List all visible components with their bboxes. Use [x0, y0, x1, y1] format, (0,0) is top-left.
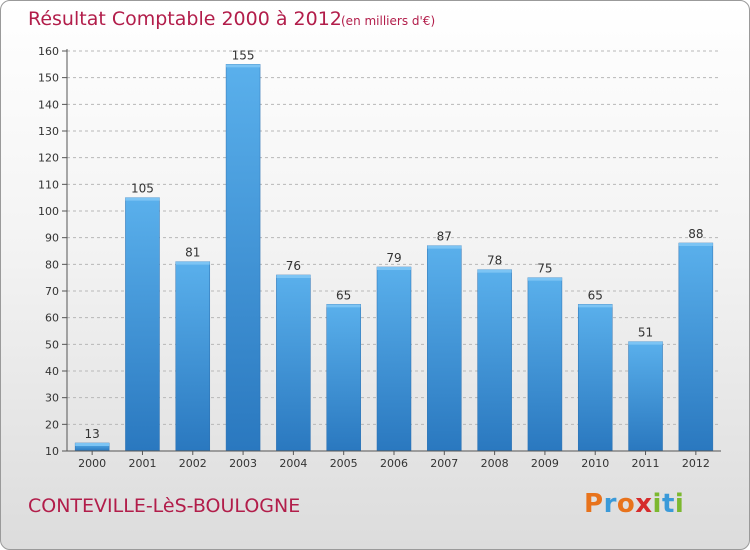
bar-2010: [577, 304, 613, 452]
bar-2003: [225, 64, 261, 452]
value-label-2009: 75: [537, 262, 552, 276]
value-label-2012: 88: [688, 227, 703, 241]
y-tick-label: 140: [38, 98, 59, 111]
bar-2008: [477, 269, 512, 452]
bar-2001: [125, 197, 160, 452]
bar-highlight: [276, 275, 311, 278]
value-label-2003: 155: [232, 48, 255, 62]
y-tick-label: 10: [45, 445, 59, 458]
y-tick-label: 50: [45, 338, 59, 351]
y-tick-label: 70: [45, 285, 59, 298]
y-tick-label: 90: [45, 232, 59, 245]
bar-2004: [276, 274, 311, 452]
bar-highlight: [527, 277, 562, 281]
x-tick-label-2009: 2009: [531, 457, 559, 470]
chart-subtitle: (en milliers d'€): [341, 14, 436, 28]
bar-2012: [678, 242, 714, 452]
x-tick-label-2010: 2010: [581, 457, 609, 470]
y-tick-label: 150: [38, 72, 59, 85]
logo-letter: P: [584, 489, 604, 519]
x-tick-label-2006: 2006: [380, 457, 408, 470]
bar-highlight: [326, 304, 361, 308]
value-label-2001: 105: [131, 182, 154, 196]
bar-highlight: [175, 261, 210, 265]
y-tick-label: 60: [45, 312, 59, 325]
bar-highlight: [226, 64, 261, 68]
value-label-2005: 65: [336, 288, 351, 302]
bar-2009: [527, 277, 563, 452]
y-tick-label: 160: [38, 45, 59, 58]
x-tick-label-2012: 2012: [682, 457, 710, 470]
town-name: CONTEVILLE-LèS-BOULOGNE: [28, 495, 301, 517]
x-tick-label-2002: 2002: [179, 457, 207, 470]
x-tick-label-2003: 2003: [229, 457, 257, 470]
bar-highlight: [427, 245, 462, 249]
bar-highlight: [477, 269, 512, 273]
value-label-2007: 87: [437, 230, 452, 244]
bar-2007: [427, 245, 462, 452]
y-tick-label: 40: [45, 365, 59, 378]
y-tick-label: 20: [45, 418, 59, 431]
bar-2005: [326, 304, 361, 452]
x-tick-label-2005: 2005: [330, 457, 358, 470]
chart-title: Résultat Comptable 2000 à 2012: [28, 8, 342, 30]
y-tick-label: 110: [38, 178, 59, 191]
logo-letter: r: [603, 489, 617, 519]
y-tick-label: 100: [38, 205, 59, 218]
x-tick-label-2000: 2000: [78, 457, 106, 470]
value-label-2010: 65: [588, 288, 603, 302]
bar-2011: [628, 341, 663, 452]
bar-2002: [175, 261, 211, 452]
logo-letter: t: [661, 489, 675, 519]
value-label-2004: 76: [286, 259, 301, 273]
bar-highlight: [75, 443, 110, 446]
logo-letter: o: [616, 489, 636, 519]
bar-highlight: [377, 267, 411, 270]
value-label-2002: 81: [185, 246, 200, 260]
logo-letter: i: [652, 489, 662, 519]
value-label-2006: 79: [386, 251, 401, 265]
y-tick-label: 80: [45, 258, 59, 271]
value-label-2000: 13: [85, 427, 100, 441]
bar-highlight: [125, 197, 160, 201]
bar-2006: [376, 266, 412, 452]
x-tick-label-2001: 2001: [128, 457, 156, 470]
x-tick-label-2007: 2007: [430, 457, 458, 470]
y-tick-label: 120: [38, 152, 59, 165]
value-label-2008: 78: [487, 254, 502, 268]
value-label-2011: 51: [638, 326, 653, 340]
x-tick-label-2004: 2004: [279, 457, 307, 470]
bar-highlight: [578, 304, 613, 308]
logo-letter: i: [674, 489, 685, 519]
x-tick-label-2011: 2011: [632, 457, 660, 470]
y-tick-label: 130: [38, 125, 59, 138]
logo-letter: x: [635, 489, 653, 519]
bar-highlight: [678, 243, 713, 246]
proxiti-logo: Proxiti: [584, 489, 684, 519]
x-tick-label-2008: 2008: [481, 457, 509, 470]
bar-highlight: [628, 341, 663, 345]
y-tick-label: 30: [45, 392, 59, 405]
